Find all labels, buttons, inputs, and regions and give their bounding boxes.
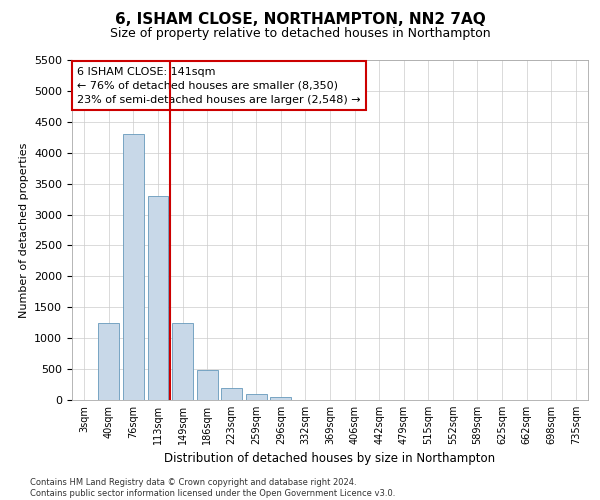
Bar [246, 394, 267, 400]
Bar [197, 370, 218, 400]
Y-axis label: Number of detached properties: Number of detached properties [19, 142, 29, 318]
Bar [148, 196, 169, 400]
Text: Size of property relative to detached houses in Northampton: Size of property relative to detached ho… [110, 28, 490, 40]
Text: 6 ISHAM CLOSE: 141sqm
← 76% of detached houses are smaller (8,350)
23% of semi-d: 6 ISHAM CLOSE: 141sqm ← 76% of detached … [77, 67, 361, 105]
Bar [172, 322, 193, 400]
Bar [221, 388, 242, 400]
Text: Contains HM Land Registry data © Crown copyright and database right 2024.
Contai: Contains HM Land Registry data © Crown c… [30, 478, 395, 498]
Bar [123, 134, 144, 400]
Text: 6, ISHAM CLOSE, NORTHAMPTON, NN2 7AQ: 6, ISHAM CLOSE, NORTHAMPTON, NN2 7AQ [115, 12, 485, 28]
Text: Distribution of detached houses by size in Northampton: Distribution of detached houses by size … [164, 452, 496, 465]
Bar [98, 322, 119, 400]
Bar [271, 396, 292, 400]
